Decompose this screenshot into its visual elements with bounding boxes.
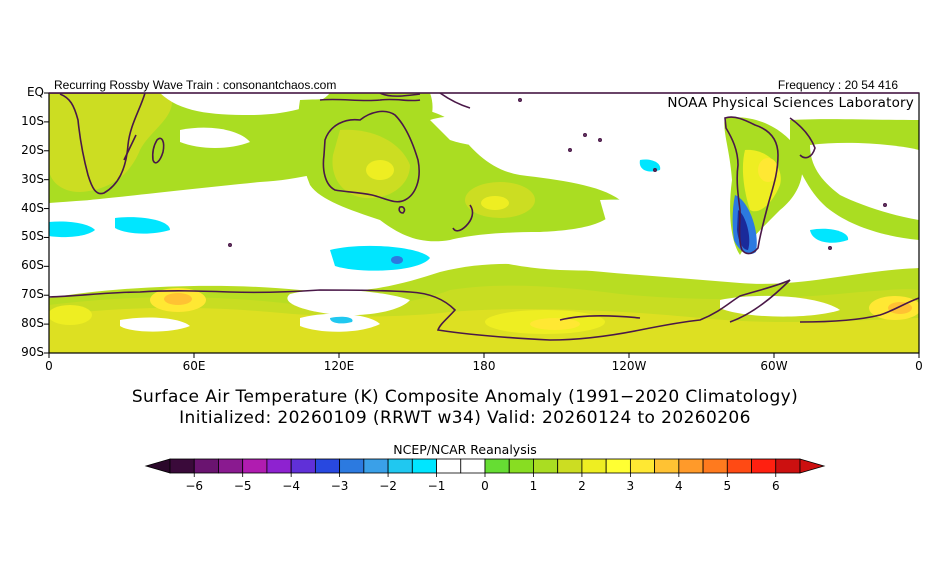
lon-label: 180: [472, 359, 496, 373]
colorbar-swatch: [581, 458, 607, 474]
colorbar-swatch: [290, 458, 316, 474]
colorbar-swatch: [508, 458, 534, 474]
colorbar-label: 4: [675, 479, 683, 493]
lat-label: 70S: [21, 287, 44, 302]
colorbar-label: −1: [427, 479, 446, 493]
title-line-2: Initialized: 20260109 (RRWT w34) Valid: …: [179, 408, 751, 428]
colorbar-swatch: [654, 458, 680, 474]
colorbar-swatch: [484, 458, 510, 474]
lat-label: 80S: [21, 316, 44, 331]
colorbar-label: −6: [185, 479, 204, 493]
lon-label: 120W: [611, 359, 647, 373]
colorbar-swatch: [339, 458, 365, 474]
axis-ticks: [44, 92, 920, 358]
source-label: NCEP/NCAR Reanalysis: [393, 442, 537, 457]
colorbar-swatch: [242, 458, 268, 474]
colorbar-label: −5: [233, 479, 252, 493]
colorbar: [144, 458, 826, 477]
colorbar-min-arrow: [144, 458, 171, 474]
lat-label: EQ: [26, 85, 44, 99]
lat-label: 30S: [21, 171, 44, 186]
coastlines: [49, 93, 919, 341]
lat-label: 20S: [21, 142, 44, 157]
lat-label: 40S: [21, 200, 44, 215]
lon-label: 120E: [323, 359, 355, 373]
colorbar-max-arrow: [799, 458, 826, 474]
colorbar-swatch: [193, 458, 219, 474]
colorbar-swatch: [460, 458, 486, 474]
colorbar-swatch: [436, 458, 462, 474]
colorbar-label: 6: [771, 479, 780, 493]
colorbar-swatch: [775, 458, 801, 474]
colorbar-swatch: [363, 458, 389, 474]
lon-label: 60E: [182, 359, 206, 373]
colorbar-swatch: [605, 458, 631, 474]
lat-label: 60S: [21, 258, 44, 273]
colorbar-swatch: [533, 458, 559, 474]
colorbar-swatch: [169, 458, 195, 474]
colorbar-label: −2: [379, 479, 397, 493]
anomaly-map: [44, 92, 920, 358]
colorbar-swatch: [266, 458, 292, 474]
lat-label: 90S: [21, 345, 44, 359]
lat-label: 10S: [21, 113, 44, 128]
lon-label: 0: [45, 359, 53, 373]
org-label: NOAA Physical Sciences Laboratory: [667, 95, 914, 111]
colorbar-swatch: [387, 458, 413, 474]
header-left-text: Recurring Rossby Wave Train : consonantc…: [54, 78, 337, 92]
colorbar-label: −4: [282, 479, 300, 493]
colorbar-swatch: [557, 458, 583, 474]
title-line-1: Surface Air Temperature (K) Composite An…: [131, 387, 799, 407]
colorbar-label: 1: [529, 479, 538, 493]
anomaly-field: [49, 93, 919, 353]
colorbar-swatch: [678, 458, 704, 474]
colorbar-swatch: [751, 458, 777, 474]
colorbar-swatch: [726, 458, 752, 474]
colorbar-swatch: [702, 458, 728, 474]
colorbar-swatch: [314, 458, 341, 474]
lon-label: 60W: [760, 359, 788, 373]
lon-label: 0: [915, 359, 923, 373]
colorbar-label: −3: [330, 479, 349, 493]
colorbar-label: 3: [626, 479, 635, 493]
colorbar-swatch: [629, 458, 656, 474]
colorbar-swatch: [218, 458, 244, 474]
colorbar-swatch: [411, 458, 437, 474]
header-right-text: Frequency : 20 54 416: [777, 78, 898, 92]
colorbar-label: 2: [578, 479, 586, 493]
colorbar-label: 0: [481, 479, 489, 493]
colorbar-label: 5: [723, 479, 732, 493]
lat-label: 50S: [21, 229, 44, 244]
